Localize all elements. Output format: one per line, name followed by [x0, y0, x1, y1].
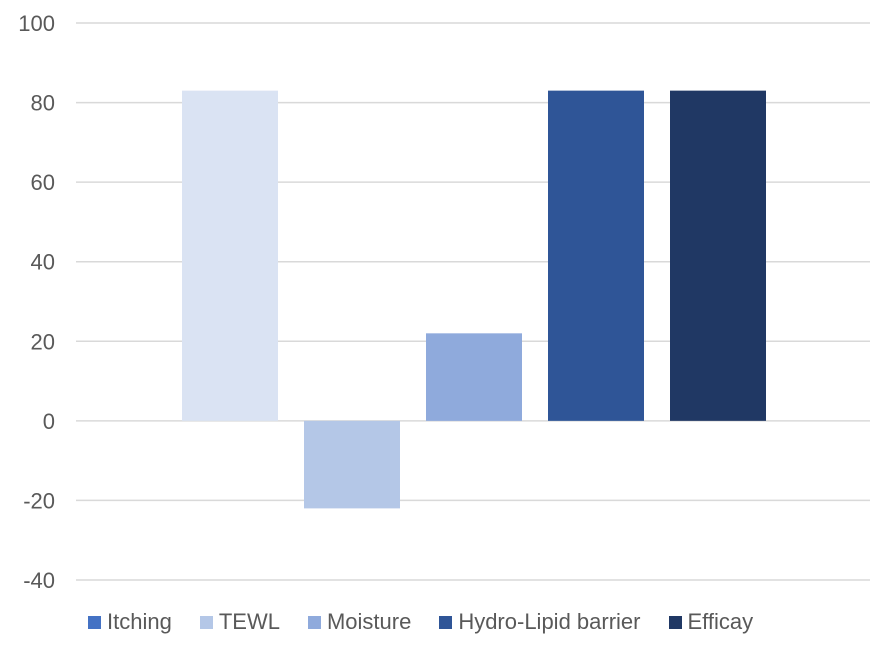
bars [182, 90, 766, 509]
legend-item: Hydro-Lipid barrier [439, 609, 641, 635]
bar [670, 90, 766, 421]
legend-swatch [199, 615, 213, 629]
legend-swatch [668, 615, 682, 629]
legend-label: TEWL [218, 609, 280, 634]
y-tick-label: -40 [23, 568, 55, 593]
legend-item: Efficay [668, 609, 754, 635]
legend-item: Moisture [307, 609, 412, 635]
legend-label: Moisture [326, 609, 412, 634]
legend-item: Itching [88, 609, 172, 635]
legend-label: Efficay [687, 609, 754, 634]
legend-label: Itching [107, 609, 172, 634]
legend-swatch [307, 615, 321, 629]
y-axis-tick-labels: 100 80 60 40 20 0 -20 -40 [18, 11, 55, 593]
bar [426, 333, 522, 421]
bar [548, 90, 644, 421]
y-tick-label: 80 [31, 91, 55, 116]
y-tick-label: 40 [31, 250, 55, 275]
bar [304, 420, 400, 509]
bar-chart: 100 80 60 40 20 0 -20 -40 [18, 11, 870, 593]
legend-swatch [88, 615, 101, 629]
legend-item: TEWL [199, 609, 280, 635]
bar [182, 90, 278, 421]
legend: Itching TEWL Moisture Hydro-Lipid barrier Ef… [88, 609, 753, 635]
legend-swatch [439, 615, 453, 629]
legend-label: Hydro-Lipid barrier [458, 609, 641, 634]
y-tick-label: 0 [43, 409, 55, 434]
y-tick-label: 20 [31, 329, 55, 354]
y-tick-label: 100 [18, 11, 55, 36]
y-tick-label: 60 [31, 170, 55, 195]
y-tick-label: -20 [23, 488, 55, 513]
